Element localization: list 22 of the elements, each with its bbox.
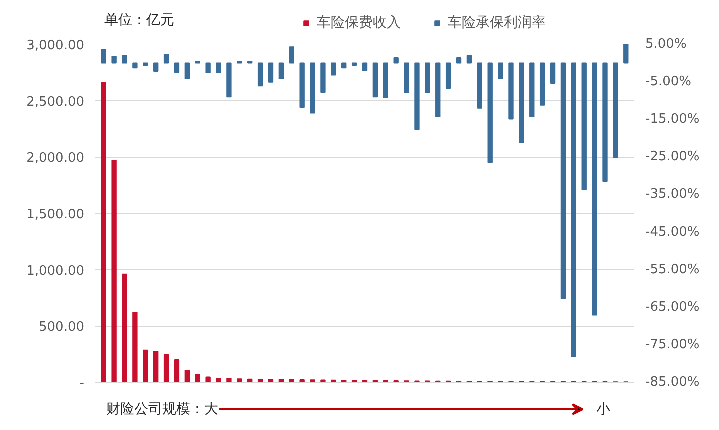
y-tick-label: 3,000.00 <box>26 38 84 54</box>
y2-tick-label: 5.00% <box>646 37 687 52</box>
y-axis-title: 单位：亿元 <box>104 12 174 28</box>
y2-tick-label: -85.00% <box>646 375 700 390</box>
y2-tick-label: -15.00% <box>646 112 700 128</box>
y-tick-label: 1,500.00 <box>26 208 84 222</box>
y2-tick-label: -75.00% <box>646 337 700 352</box>
text: 小 <box>596 402 610 418</box>
legend-label: 车险保费收入 <box>317 14 401 32</box>
y2-tick-label: -55.00% <box>646 262 700 278</box>
y2-tick-label: -65.00% <box>646 300 700 315</box>
y2-tick-label: -5.00% <box>646 74 692 90</box>
y2-tick-label: -25.00% <box>646 150 700 165</box>
y-tick-label: - <box>80 376 85 392</box>
y-tick-label: 500.00 <box>39 320 85 336</box>
y2-tick-label: -45.00% <box>646 224 700 240</box>
y-tick-label: 1,000.00 <box>26 264 84 279</box>
y-tick-label: 2,000.00 <box>26 151 84 166</box>
legend-label: 车险承保利润率 <box>448 14 546 32</box>
y2-tick-label: -35.00% <box>646 187 700 202</box>
x-axis-title: 财险公司规模：大 <box>106 402 219 418</box>
y-tick-label: 2,500.00 <box>26 94 84 110</box>
